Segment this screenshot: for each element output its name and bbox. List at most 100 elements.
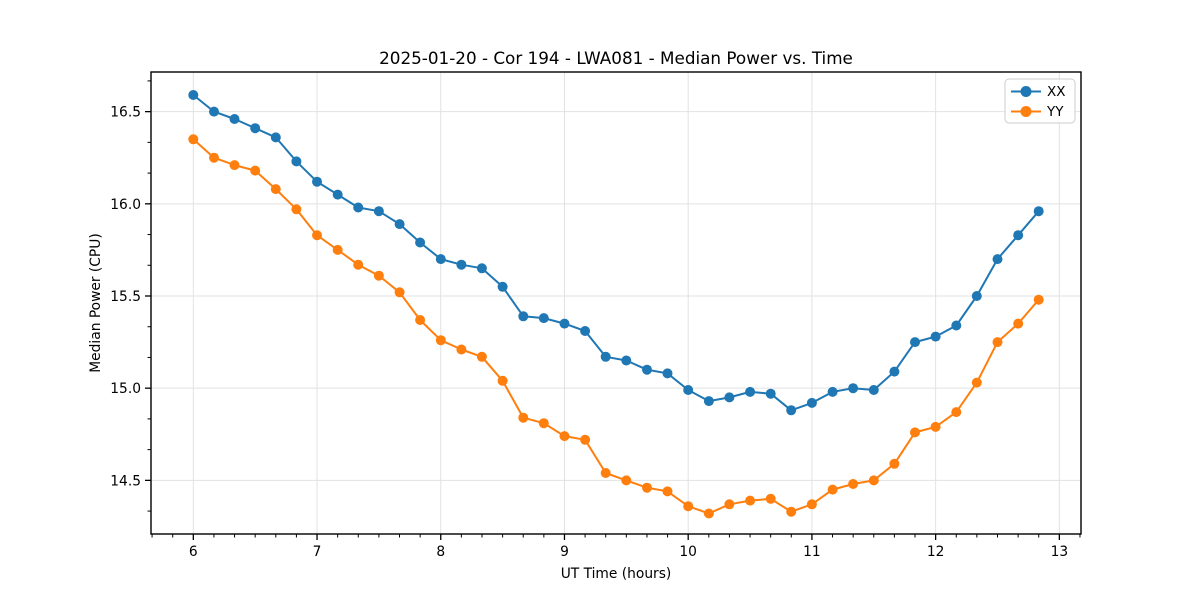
data-point-marker — [662, 486, 673, 497]
data-point-marker — [209, 106, 219, 117]
y-tick-label: 16.5 — [110, 105, 141, 121]
data-point-marker — [827, 386, 838, 397]
data-point-marker — [270, 132, 281, 143]
data-point-marker — [580, 326, 591, 336]
data-point-marker — [642, 482, 652, 493]
x-tick-label: 8 — [436, 544, 445, 560]
data-point-marker — [745, 386, 756, 397]
data-point-marker — [848, 479, 859, 489]
data-point-marker — [229, 160, 240, 171]
data-point-marker — [600, 351, 611, 362]
data-point-marker — [910, 337, 920, 348]
data-point-marker — [765, 388, 776, 399]
x-tick-label: 10 — [679, 544, 697, 560]
data-point-marker — [559, 431, 570, 442]
data-point-marker — [435, 254, 446, 265]
x-tick-label: 12 — [927, 544, 945, 560]
data-point-marker — [229, 114, 240, 124]
data-point-marker — [250, 123, 261, 134]
data-point-marker — [600, 468, 611, 478]
data-point-marker — [683, 385, 694, 395]
data-point-marker — [930, 421, 941, 432]
data-point-marker — [1013, 230, 1024, 241]
legend-sample-marker-yy — [1020, 106, 1032, 117]
data-point-marker — [209, 152, 219, 163]
data-point-marker — [868, 475, 879, 486]
data-point-marker — [312, 230, 322, 241]
data-point-marker — [703, 508, 714, 519]
data-point-marker — [621, 475, 632, 486]
data-point-marker — [786, 506, 797, 517]
data-point-marker — [951, 407, 962, 418]
data-point-marker — [621, 355, 632, 366]
x-tick-label: 11 — [803, 544, 821, 560]
tick-layer — [145, 80, 1081, 540]
data-point-marker — [724, 392, 735, 403]
data-point-marker — [415, 237, 426, 248]
data-point-marker — [806, 499, 817, 510]
data-point-marker — [188, 90, 199, 100]
data-point-marker — [497, 375, 508, 386]
data-point-marker — [394, 219, 405, 230]
data-point-marker — [270, 184, 281, 195]
legend: XX YY — [1004, 78, 1076, 124]
data-point-marker — [476, 351, 487, 362]
legend-label-xx: XX — [1047, 84, 1066, 100]
y-tick-label: 15.0 — [110, 381, 141, 397]
data-point-marker — [1033, 294, 1044, 305]
data-point-marker — [353, 202, 364, 213]
data-point-marker — [971, 377, 982, 388]
data-point-marker — [435, 335, 446, 346]
data-point-marker — [291, 156, 302, 167]
data-point-marker — [250, 165, 261, 176]
data-point-marker — [291, 204, 302, 215]
data-point-marker — [765, 493, 776, 504]
data-point-marker — [642, 364, 652, 375]
data-point-marker — [971, 291, 982, 301]
x-tick-label: 9 — [560, 544, 569, 560]
y-tick-label: 16.0 — [110, 197, 141, 213]
data-point-marker — [394, 287, 405, 298]
data-point-marker — [373, 270, 384, 281]
x-tick-label: 13 — [1051, 544, 1069, 560]
series-yy — [188, 134, 1044, 519]
data-point-marker — [806, 397, 817, 408]
x-axis-label: UT Time (hours) — [561, 566, 672, 582]
y-axis-label: Median Power (CPU) — [88, 233, 104, 373]
series-layer — [188, 90, 1044, 519]
data-point-marker — [1033, 206, 1044, 217]
data-point-marker — [951, 320, 962, 331]
data-point-marker — [868, 385, 879, 395]
tick-label-layer: 6 7 8 9 10 11 12 13 14.5 15.0 15.5 16.0 16.5 — [110, 105, 1068, 560]
data-point-marker — [415, 315, 426, 325]
data-point-marker — [332, 189, 343, 200]
data-point-marker — [476, 263, 487, 274]
y-tick-label: 14.5 — [110, 473, 141, 489]
data-point-marker — [538, 418, 549, 429]
data-point-marker — [786, 405, 797, 416]
data-point-marker — [353, 259, 364, 270]
data-point-marker — [724, 499, 735, 510]
data-point-marker — [662, 368, 673, 379]
data-point-marker — [930, 331, 941, 342]
data-point-marker — [188, 134, 199, 145]
data-point-marker — [456, 344, 467, 355]
data-point-marker — [580, 434, 591, 445]
data-point-marker — [910, 427, 920, 438]
data-point-marker — [992, 337, 1003, 348]
data-point-marker — [848, 383, 859, 394]
data-point-marker — [518, 412, 529, 423]
x-tick-label: 7 — [313, 544, 322, 560]
series-line — [192, 94, 1040, 412]
data-point-marker — [456, 259, 467, 270]
legend-sample-marker-xx — [1020, 86, 1032, 97]
data-point-marker — [889, 458, 900, 469]
x-tick-label: 6 — [189, 544, 198, 560]
data-point-marker — [827, 484, 838, 495]
chart-title: 2025-01-20 - Cor 194 - LWA081 - Median P… — [379, 48, 853, 68]
data-point-marker — [518, 311, 529, 322]
data-point-marker — [538, 313, 549, 324]
data-point-marker — [373, 206, 384, 217]
